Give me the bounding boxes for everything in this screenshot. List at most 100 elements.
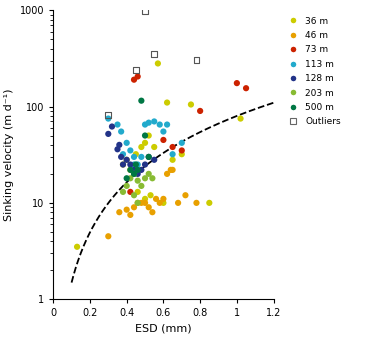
Point (127, 162, 133, 167)
Point (131, 171, 137, 176)
Point (127, 167, 133, 173)
Point (124, 207, 130, 212)
Point (124, 183, 130, 189)
Point (142, 162, 148, 167)
Point (169, 152, 176, 157)
Point (149, 209, 155, 215)
Point (142, 140, 148, 146)
Point (169, 157, 176, 163)
Point (131, 162, 137, 167)
Point (131, 171, 137, 176)
Point (133, 152, 139, 157)
Point (157, 200, 163, 206)
Point (238, 116, 244, 121)
Point (131, 171, 137, 176)
Point (131, 154, 137, 159)
Point (160, 196, 166, 202)
Point (146, 154, 152, 159)
Point (114, 122, 120, 127)
Point (135, 162, 141, 167)
Point (127, 167, 133, 173)
Point (124, 140, 130, 146)
Point (169, 144, 176, 150)
Point (149, 175, 155, 181)
Point (164, 100, 170, 105)
Point (151, 157, 157, 163)
Point (193, 57, 200, 63)
Point (131, 192, 137, 198)
Point (131, 167, 137, 173)
Point (74, 244, 80, 250)
Point (135, 200, 141, 206)
Point (142, 175, 148, 181)
Point (175, 200, 181, 206)
Y-axis label: Sinking velocity (m d⁻¹): Sinking velocity (m d⁻¹) (4, 88, 14, 221)
Point (135, 189, 141, 194)
Point (118, 154, 124, 159)
Point (243, 85, 249, 91)
Point (118, 129, 124, 134)
Point (138, 98, 144, 103)
Point (124, 175, 130, 181)
Point (206, 200, 212, 206)
Point (116, 209, 122, 215)
Point (179, 152, 185, 157)
Point (138, 200, 144, 206)
Point (116, 142, 122, 148)
Point (146, 205, 152, 210)
Point (105, 116, 111, 121)
Point (142, 200, 148, 206)
Point (120, 189, 126, 194)
Point (105, 234, 111, 239)
Point (151, 144, 157, 150)
Point (105, 131, 111, 137)
Point (131, 77, 137, 82)
Point (147, 192, 154, 198)
Point (127, 189, 133, 194)
Point (234, 80, 240, 86)
Point (120, 152, 126, 157)
Point (127, 148, 133, 153)
Point (142, 196, 148, 202)
Point (138, 183, 144, 189)
Point (120, 162, 126, 167)
Point (164, 122, 170, 127)
Point (197, 108, 203, 114)
Point (135, 74, 141, 79)
Point (138, 154, 144, 159)
Point (160, 137, 166, 143)
Point (179, 148, 185, 153)
Point (146, 120, 152, 125)
Point (127, 212, 133, 218)
Point (135, 171, 141, 176)
Point (131, 205, 137, 210)
Point (142, 133, 148, 138)
Point (160, 200, 166, 206)
Point (124, 157, 130, 163)
Point (135, 200, 141, 206)
Point (138, 144, 144, 150)
Point (120, 162, 126, 167)
Point (146, 133, 152, 138)
Point (124, 157, 130, 163)
Point (127, 175, 133, 181)
Point (142, 122, 148, 127)
Point (169, 167, 176, 173)
Point (160, 129, 166, 134)
Point (135, 178, 141, 183)
Point (133, 162, 139, 167)
Point (146, 171, 152, 176)
Point (114, 147, 120, 152)
Point (182, 192, 188, 198)
Point (105, 112, 111, 118)
Point (168, 167, 174, 173)
Point (151, 51, 157, 57)
Point (135, 167, 141, 173)
Point (157, 122, 163, 127)
Point (164, 171, 170, 176)
Point (138, 167, 144, 173)
Point (188, 102, 194, 107)
Point (133, 67, 139, 73)
Point (146, 154, 152, 159)
X-axis label: ESD (mm): ESD (mm) (135, 324, 192, 334)
